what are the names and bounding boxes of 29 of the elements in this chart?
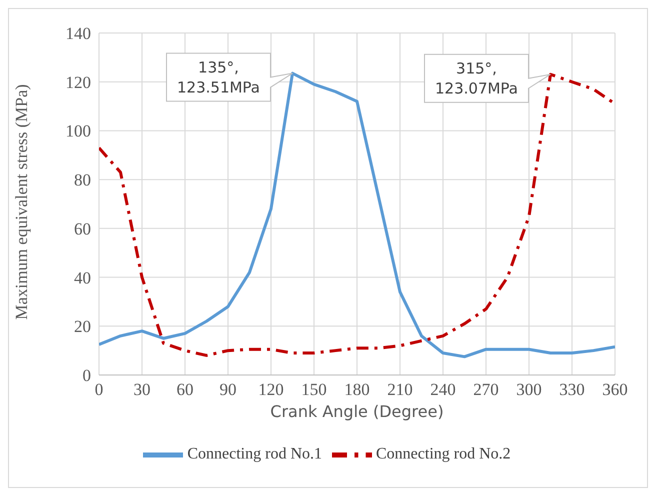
y-tick-label: 100 [66,122,91,141]
annotation: 135°, 123.51MPa [177,58,260,96]
y-tick-label: 120 [66,72,91,92]
y-tick-label: 40 [74,268,91,288]
y-tick-label: 140 [66,24,91,44]
legend-label: Connecting rod No.2 [376,446,511,463]
annotation: 315°, 123.07MPa [435,59,518,98]
x-tick-label: 0 [94,380,104,400]
y-tick-label: 20 [74,317,91,336]
y-axis-title: Maximum equivalent stress (MPa) [12,84,32,320]
x-tick-label: 300 [516,380,542,400]
x-tick-label: 150 [301,380,327,400]
x-tick-label: 30 [134,380,150,400]
x-tick-label: 210 [387,380,413,400]
x-tick-label: 180 [344,380,370,400]
y-tick-label: 0 [82,366,91,386]
x-tick-label: 360 [602,380,628,400]
x-tick-label: 60 [176,380,194,400]
y-tick-label: 60 [74,219,91,238]
y-tick-label: 80 [74,170,91,190]
x-tick-label: 120 [258,380,284,400]
x-tick-label: 270 [473,380,499,400]
x-tick-label: 330 [559,380,585,400]
callout-box: 135°, 123.51MPa [166,52,293,102]
x-tick-label: 90 [220,380,236,400]
x-tick-label: 240 [430,380,456,400]
callout-box: 315°, 123.07MPa [424,54,551,103]
legend-label: Connecting rod No.1 [187,446,322,463]
x-axis-title: Crank Angle (Degree) [270,402,444,421]
